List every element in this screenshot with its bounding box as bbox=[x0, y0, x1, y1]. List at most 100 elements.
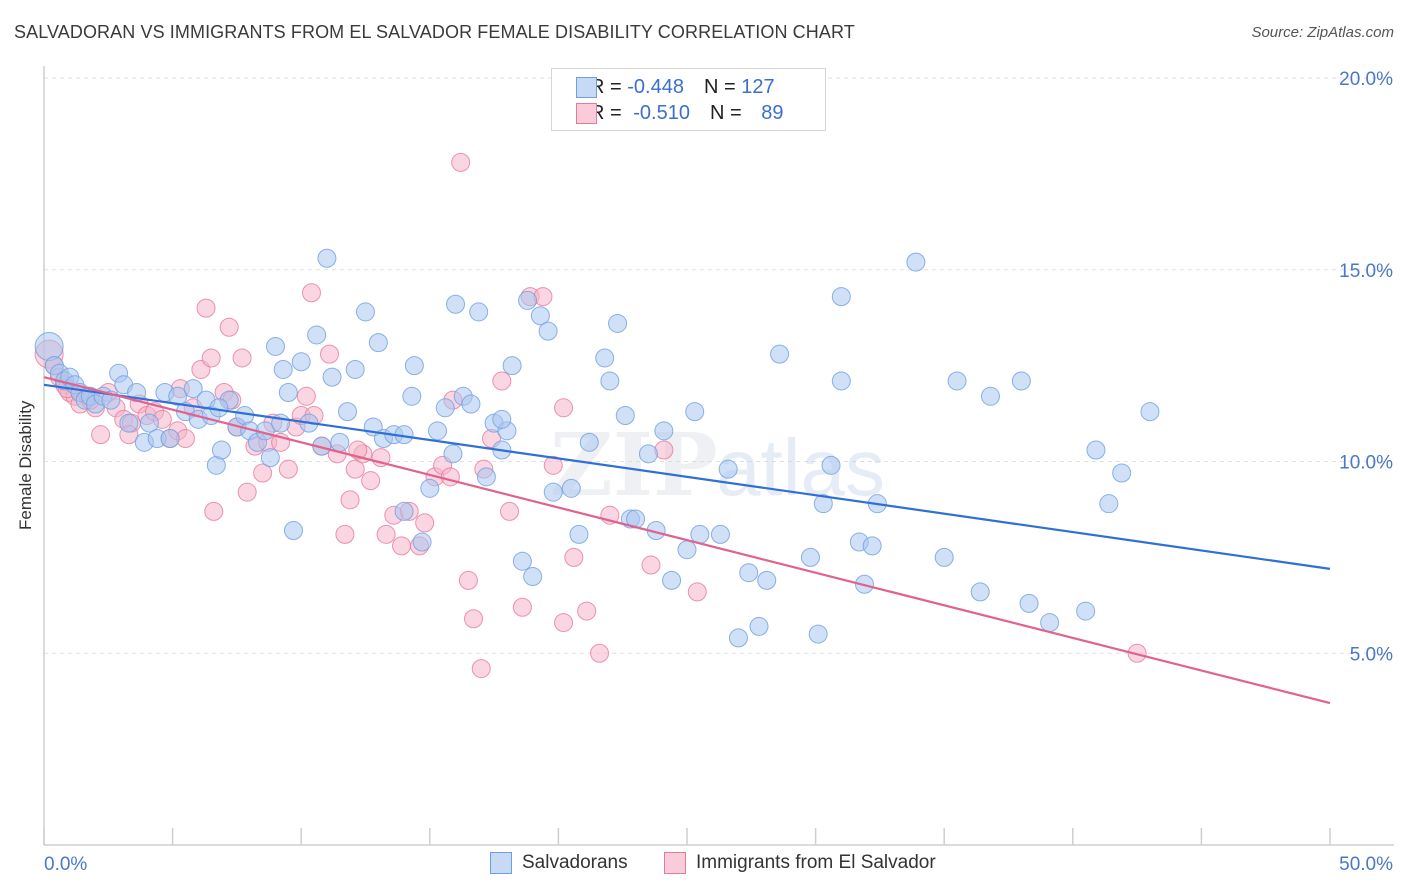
data-point bbox=[337, 402, 357, 422]
data-point bbox=[638, 444, 658, 464]
y-tick-label: 20.0% bbox=[1339, 69, 1393, 90]
data-point bbox=[335, 524, 355, 544]
data-point bbox=[476, 467, 496, 487]
axes bbox=[43, 66, 1394, 846]
data-point bbox=[464, 609, 484, 629]
data-point bbox=[800, 547, 820, 567]
data-point bbox=[831, 371, 851, 391]
y-tick-label: 15.0% bbox=[1339, 261, 1393, 282]
data-point bbox=[317, 248, 337, 268]
swatch-salvadorans bbox=[576, 76, 597, 98]
data-point bbox=[394, 501, 414, 521]
data-point bbox=[947, 371, 967, 391]
data-point bbox=[402, 386, 422, 406]
trend-line bbox=[43, 376, 1331, 705]
data-point bbox=[757, 570, 777, 590]
watermark-atlas: atlas bbox=[716, 423, 885, 512]
data-point bbox=[446, 294, 466, 314]
data-point bbox=[461, 394, 481, 414]
data-point bbox=[273, 359, 293, 379]
data-point bbox=[237, 482, 257, 502]
data-point bbox=[530, 306, 550, 326]
data-point bbox=[608, 313, 628, 333]
data-point bbox=[278, 382, 298, 402]
data-point bbox=[415, 513, 435, 533]
data-point bbox=[677, 540, 697, 560]
r-value: -0.510 bbox=[633, 101, 690, 124]
data-point bbox=[1076, 601, 1096, 621]
r-value: -0.448 bbox=[627, 75, 684, 98]
data-point bbox=[590, 643, 610, 663]
data-point bbox=[283, 521, 303, 541]
data-point bbox=[718, 459, 738, 479]
legend-swatch-immigrants bbox=[664, 852, 686, 874]
data-point bbox=[502, 356, 522, 376]
data-point bbox=[970, 582, 990, 602]
data-point bbox=[492, 371, 512, 391]
data-point bbox=[196, 298, 216, 318]
trend-line bbox=[43, 383, 1331, 570]
x-tick-label: 0.0% bbox=[44, 854, 87, 875]
data-point bbox=[831, 287, 851, 307]
data-point bbox=[577, 601, 597, 621]
data-point bbox=[685, 402, 705, 422]
data-point bbox=[301, 283, 321, 303]
data-point bbox=[291, 352, 311, 372]
data-point bbox=[518, 290, 538, 310]
data-point bbox=[564, 547, 584, 567]
data-point bbox=[1086, 440, 1106, 460]
data-point bbox=[356, 302, 375, 322]
data-point bbox=[307, 325, 327, 345]
data-point bbox=[376, 524, 396, 544]
data-point bbox=[492, 409, 512, 429]
data-point bbox=[168, 386, 188, 406]
y-tick-label: 5.0% bbox=[1350, 644, 1393, 665]
x-tick-label: 50.0% bbox=[1339, 854, 1393, 875]
data-point bbox=[615, 405, 635, 425]
legend-label-salvadorans: Salvadorans bbox=[522, 852, 628, 873]
data-point bbox=[821, 455, 841, 475]
data-point bbox=[687, 582, 707, 602]
data-point bbox=[160, 428, 180, 448]
data-point bbox=[906, 252, 926, 272]
data-point bbox=[319, 344, 339, 364]
source-label: Source: ZipAtlas.com bbox=[1251, 24, 1394, 41]
data-point bbox=[119, 413, 139, 433]
n-value: 89 bbox=[761, 101, 784, 124]
data-point bbox=[471, 659, 491, 679]
data-point bbox=[211, 440, 231, 460]
data-point bbox=[278, 459, 298, 479]
correlation-legend: R = -0.448 N = 127 R = -0.510 N = 89 bbox=[551, 68, 826, 131]
data-point bbox=[500, 501, 520, 521]
data-point bbox=[1112, 463, 1132, 483]
data-point bbox=[34, 331, 64, 361]
data-point bbox=[523, 567, 543, 587]
data-point bbox=[392, 536, 412, 556]
tick-labels: 5.0% 10.0% 15.0% 20.0% 0.0% 50.0% bbox=[44, 69, 1393, 875]
data-point bbox=[595, 348, 615, 368]
data-point bbox=[554, 398, 574, 418]
data-point bbox=[1040, 613, 1060, 633]
data-point bbox=[330, 432, 350, 452]
chart-title: SALVADORAN VS IMMIGRANTS FROM EL SALVADO… bbox=[14, 22, 855, 42]
legend-row-salvadorans: R = -0.448 N = 127 bbox=[576, 75, 775, 99]
data-point bbox=[322, 367, 342, 387]
data-point bbox=[91, 425, 111, 445]
data-point bbox=[808, 624, 828, 644]
data-point bbox=[980, 386, 1000, 406]
data-point bbox=[201, 348, 221, 368]
data-point bbox=[139, 413, 159, 433]
data-point bbox=[579, 432, 599, 452]
legend-item-salvadorans: Salvadorans bbox=[490, 852, 628, 874]
y-tick-label: 10.0% bbox=[1339, 453, 1393, 474]
data-point bbox=[728, 628, 748, 648]
data-point bbox=[209, 398, 229, 418]
data-point bbox=[739, 563, 759, 583]
data-point bbox=[296, 386, 316, 406]
data-point bbox=[368, 333, 388, 353]
data-point bbox=[561, 478, 581, 498]
data-point bbox=[440, 467, 460, 487]
data-point bbox=[862, 536, 882, 556]
data-point bbox=[260, 448, 280, 468]
trend-lines bbox=[43, 376, 1331, 705]
